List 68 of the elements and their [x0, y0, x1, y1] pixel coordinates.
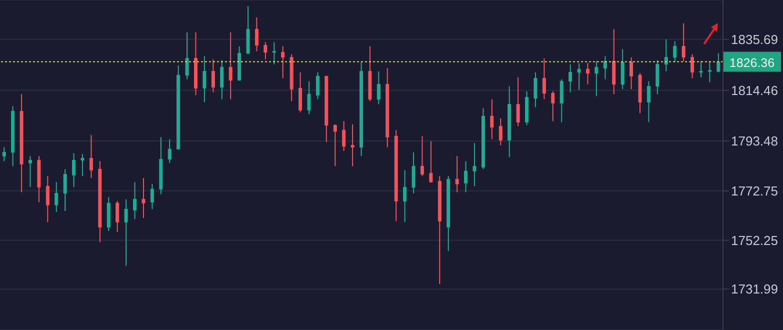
candlestick: [333, 124, 337, 167]
candlestick: [420, 136, 424, 177]
candlestick: [560, 78, 564, 123]
candlestick: [202, 56, 206, 103]
candlestick: [46, 176, 50, 223]
candlestick: [150, 184, 154, 210]
candlestick: [682, 22, 686, 62]
y-tick-label: 1772.75: [731, 184, 778, 199]
candlestick: [577, 62, 581, 91]
candlestick: [630, 56, 634, 90]
candlestick: [350, 124, 354, 167]
candlestick: [490, 98, 494, 140]
candlestick: [220, 60, 224, 100]
candlestick: [429, 140, 433, 183]
candlestick: [403, 170, 407, 223]
candlestick: [272, 42, 276, 65]
candlestick: [307, 80, 311, 115]
candlestick: [316, 72, 320, 100]
candlestick: [534, 72, 538, 108]
candlestick: [211, 58, 215, 93]
candlestick: [498, 118, 502, 146]
candlestick: [646, 80, 650, 123]
candlestick: [594, 60, 598, 97]
candlestick: [568, 64, 572, 93]
candlestick: [412, 152, 416, 194]
candlestick: [472, 142, 476, 187]
candlestick: [542, 58, 546, 100]
y-tick-label: 1814.46: [731, 83, 778, 98]
candlestick: [264, 42, 268, 60]
candlestick: [716, 52, 720, 73]
candlestick: [254, 16, 258, 52]
candlestick: [54, 182, 58, 212]
y-tick-label: 1835.69: [731, 32, 778, 47]
candlestick: [28, 156, 32, 188]
candlestick: [620, 48, 624, 90]
candlestick: [342, 120, 346, 152]
candlestick: [298, 72, 302, 113]
candlestick: [185, 32, 189, 80]
candlestick: [708, 60, 712, 83]
candlestick: [612, 28, 616, 95]
candlestick: [699, 60, 703, 78]
candlestick: [603, 56, 607, 80]
y-tick-label: 1793.48: [731, 134, 778, 149]
y-tick-label: 1752.25: [731, 232, 778, 248]
candlestick: [80, 154, 84, 177]
candlestick: [516, 76, 520, 127]
candlestick: [551, 90, 555, 122]
candlestick: [455, 156, 459, 193]
candlestick: [133, 182, 137, 220]
candlestick: [72, 152, 76, 188]
candlestick: [168, 138, 172, 164]
candlestick: [464, 160, 468, 193]
candlestick: [89, 134, 93, 179]
candlestick: [673, 40, 677, 63]
y-tick-label: 1731.99: [731, 282, 778, 297]
candlestick: [116, 200, 120, 232]
candlestick: [664, 38, 668, 72]
candlestick: [228, 32, 232, 100]
candlestick: [586, 62, 590, 85]
candlestick: [656, 60, 660, 95]
candlestick: [281, 46, 285, 79]
candlestick: [690, 54, 694, 79]
candlestick: [376, 70, 380, 105]
candlestick: [142, 178, 146, 218]
candlestick: [63, 168, 67, 212]
ref-line-label: 1826.36: [729, 56, 775, 70]
candlestick: [124, 198, 128, 266]
candlestick: [2, 146, 6, 162]
